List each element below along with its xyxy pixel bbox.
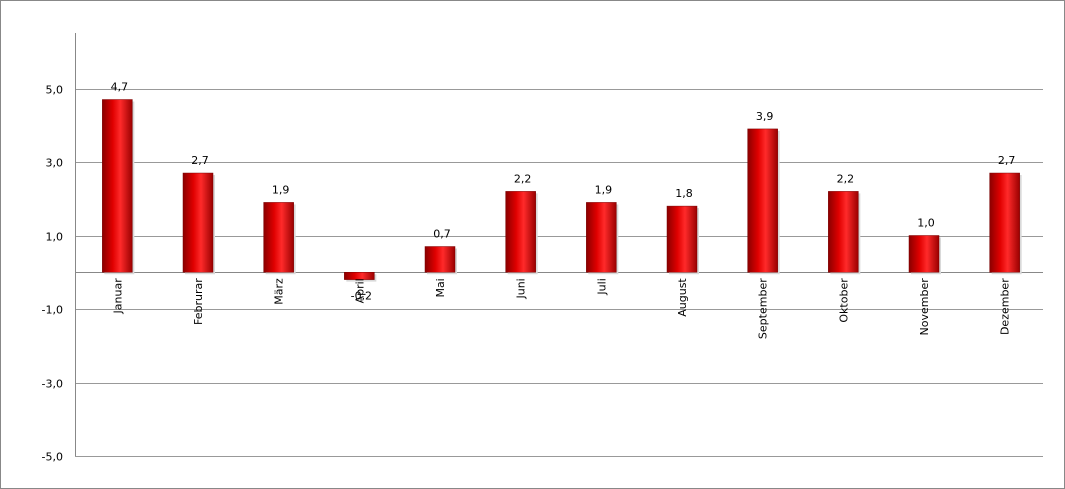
data-label: 4,7 [111, 81, 129, 94]
x-tick-label: März [273, 278, 286, 305]
data-label: -0,2 [351, 289, 372, 302]
x-tick-label: Juli [595, 278, 608, 295]
bar [747, 128, 778, 273]
x-tick-label: April [353, 278, 366, 303]
data-label: 0,7 [433, 228, 451, 241]
x-tick-label: Juni [515, 278, 528, 299]
bar [424, 246, 456, 273]
y-tick-label: 5,0 [46, 84, 64, 97]
data-label: 1,9 [595, 183, 613, 196]
bar [828, 191, 859, 273]
axes [75, 33, 1043, 456]
x-tick-label: Oktober [837, 278, 850, 323]
x-tick-label: August [676, 278, 689, 317]
data-label: 2,7 [191, 154, 209, 167]
y-tick-label: -3,0 [42, 378, 63, 391]
x-tick-label: Mai [434, 278, 447, 297]
bar [666, 205, 698, 273]
bar [908, 235, 940, 273]
data-label: 1,8 [675, 187, 693, 200]
data-label: 2,7 [998, 154, 1016, 167]
x-tick-label: Januar [111, 278, 124, 315]
data-label: 1,9 [272, 183, 290, 196]
x-tick-label: September [757, 278, 770, 339]
bar [505, 191, 536, 273]
x-tick-label: Februrar [192, 278, 205, 325]
labels: 5,0 3,0 1,0 -1,0 -3,0 -5,0 4,7 Januar 2,7 Februra… [42, 81, 1016, 464]
bar [344, 272, 375, 280]
y-tick-label: -5,0 [42, 451, 63, 464]
y-tick-label: 3,0 [46, 157, 64, 170]
bar [586, 202, 617, 273]
data-label: 1,0 [917, 217, 935, 230]
gridlines [75, 89, 1043, 457]
data-label: 2,2 [837, 172, 855, 185]
data-label: 3,9 [756, 110, 774, 123]
y-tick-label: 1,0 [46, 231, 64, 244]
bar [989, 172, 1020, 273]
x-tick-label: Dezember [999, 278, 1012, 335]
x-tick-label: November [918, 278, 931, 336]
data-label: 2,2 [514, 172, 532, 185]
y-tick-label: -1,0 [42, 304, 63, 317]
bar [102, 99, 133, 273]
bars [102, 99, 1022, 282]
bar [263, 202, 294, 273]
bar [182, 172, 214, 273]
